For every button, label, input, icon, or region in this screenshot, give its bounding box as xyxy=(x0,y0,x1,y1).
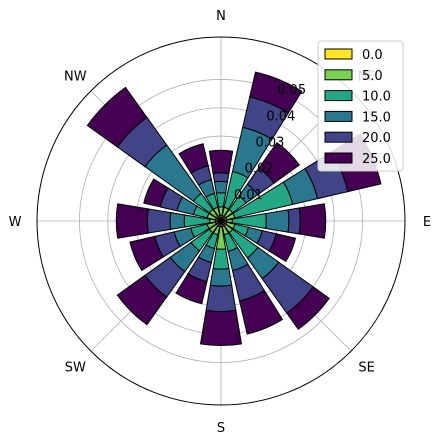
legend: 0.0 5.0 10.0 15.0 20.0 25.0 xyxy=(317,40,404,172)
legend-swatch xyxy=(324,69,353,81)
direction-label-e: E xyxy=(423,215,431,230)
bar-ssw-5 xyxy=(175,273,208,305)
legend-swatch xyxy=(324,90,353,102)
legend-label: 0.0 xyxy=(362,48,383,63)
legend-label: 20.0 xyxy=(362,131,391,146)
direction-label-n: N xyxy=(216,9,226,24)
bars xyxy=(86,71,382,346)
bar-e-4 xyxy=(287,207,301,235)
legend-swatch xyxy=(324,152,353,164)
outer-frame xyxy=(36,36,406,406)
bar-sw-5 xyxy=(116,274,168,326)
legend-swatch xyxy=(324,48,353,60)
radial-tick-label: 0.05 xyxy=(277,83,306,98)
radial-tick-label: 0.01 xyxy=(234,188,263,203)
bar-s-3 xyxy=(209,267,233,287)
legend-swatch xyxy=(324,110,353,122)
bar-sse-5 xyxy=(238,289,284,335)
legend-label: 15.0 xyxy=(362,110,391,125)
bar-n-4 xyxy=(212,172,230,183)
direction-label-w: W xyxy=(9,215,22,230)
legend-swatch xyxy=(324,131,353,143)
direction-label-sw: SW xyxy=(65,361,86,376)
direction-label-s: S xyxy=(217,421,225,436)
legend-label: 5.0 xyxy=(362,69,383,84)
bar-s-5 xyxy=(199,309,243,346)
direction-label-nw: NW xyxy=(64,69,87,84)
bar-nw-5 xyxy=(86,86,148,148)
legend-label: 25.0 xyxy=(362,152,391,167)
bar-w-5 xyxy=(115,203,149,239)
bar-ne-5 xyxy=(258,141,301,184)
bar-nnw-5 xyxy=(178,143,209,174)
bar-w-3 xyxy=(169,212,186,230)
bar-n-3 xyxy=(213,180,229,194)
bar-wsw-5 xyxy=(129,235,165,272)
legend-label: 10.0 xyxy=(362,90,391,105)
bar-s-2 xyxy=(212,248,230,270)
direction-label-se: SE xyxy=(358,361,374,376)
bar-ese-5 xyxy=(268,233,297,263)
bar-s-4 xyxy=(205,284,237,313)
bar-e-3 xyxy=(265,209,290,233)
bar-n-5 xyxy=(208,149,234,175)
radial-tick-label: 0.04 xyxy=(266,109,295,124)
bar-w-4 xyxy=(146,208,172,234)
bar-e-5 xyxy=(298,203,327,239)
radial-tick-label: 0.02 xyxy=(245,162,274,177)
radial-tick-label: 0.03 xyxy=(256,136,285,151)
bar-se-5 xyxy=(286,286,330,330)
radial-tick-labels: 0.01 0.02 0.03 0.04 0.05 xyxy=(234,83,306,203)
bar-wnw-5 xyxy=(143,178,169,208)
bar-nne-5 xyxy=(249,71,303,114)
